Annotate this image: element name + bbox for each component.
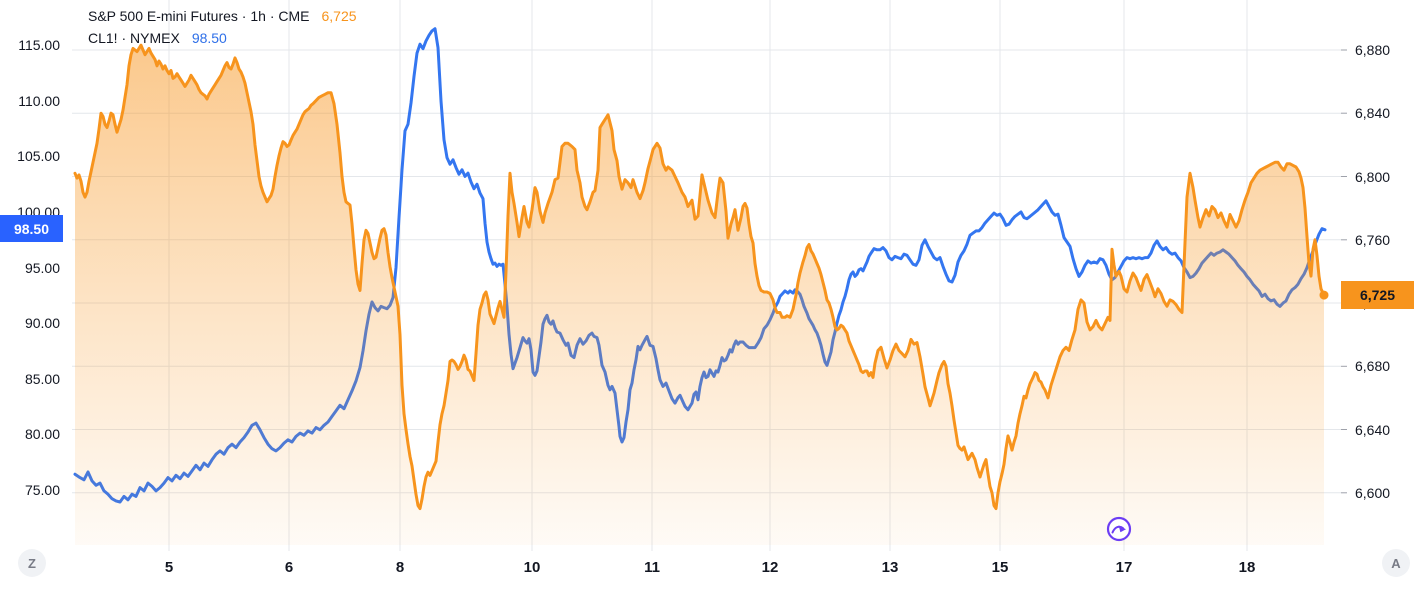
legend-cl-value: 98.50 (191, 30, 227, 46)
time-axis-label: 15 (991, 559, 1009, 576)
jump-arrow-marker[interactable] (1105, 515, 1133, 543)
left-axis-label: 85.00 (24, 371, 60, 387)
right-axis-label: 6,800 (1355, 169, 1391, 185)
legend-row-cl[interactable]: CL1! · NYMEX 98.50 (88, 27, 357, 49)
timezone-button[interactable]: Z (18, 549, 46, 577)
right-axis-label: 6,600 (1355, 485, 1391, 501)
right-axis-label: 6,840 (1355, 105, 1391, 121)
right-axis-label: 6,640 (1355, 422, 1391, 438)
right-axis-label: 6,680 (1355, 358, 1391, 374)
legend-row-es[interactable]: S&P 500 E-mini Futures · 1h · CME 6,725 (88, 5, 357, 27)
es-last-price-dot (1319, 290, 1329, 300)
es-series-area (75, 45, 1324, 545)
left-axis-label: 90.00 (24, 315, 60, 331)
legend-cl-title: CL1! · NYMEX (88, 30, 180, 46)
cl-last-price-tag: 98.50 (0, 215, 63, 242)
es-last-price-tag: 6,725 (1341, 281, 1414, 309)
legend-es-value: 6,725 (321, 8, 357, 24)
right-axis-label: 6,880 (1355, 42, 1391, 58)
jump-arrow-icon (1106, 516, 1132, 542)
es-series-line[interactable] (73, 43, 1326, 511)
left-axis-label: 105.00 (17, 148, 60, 164)
legend-es-title: S&P 500 E-mini Futures · 1h · CME (88, 8, 310, 24)
left-axis-label: 110.00 (18, 93, 60, 109)
left-axis-label: 115.00 (18, 37, 60, 53)
time-axis-label: 8 (395, 559, 405, 576)
time-axis-label: 10 (523, 559, 541, 576)
time-axis-label: 11 (644, 559, 660, 576)
left-axis-label: 75.00 (24, 482, 60, 498)
time-axis-label: 17 (1115, 559, 1133, 576)
time-axis-label: 18 (1238, 559, 1256, 576)
legend: S&P 500 E-mini Futures · 1h · CME 6,725 … (88, 5, 357, 49)
left-axis-label: 95.00 (24, 260, 60, 276)
right-axis-label: 6,760 (1355, 232, 1391, 248)
time-axis-label: 5 (164, 559, 174, 576)
time-axis-label: 12 (761, 559, 779, 576)
time-axis-label: 13 (881, 559, 899, 576)
auto-scale-button[interactable]: A (1382, 549, 1410, 577)
time-axis-label: 6 (284, 559, 294, 576)
left-axis-label: 80.00 (24, 426, 60, 442)
